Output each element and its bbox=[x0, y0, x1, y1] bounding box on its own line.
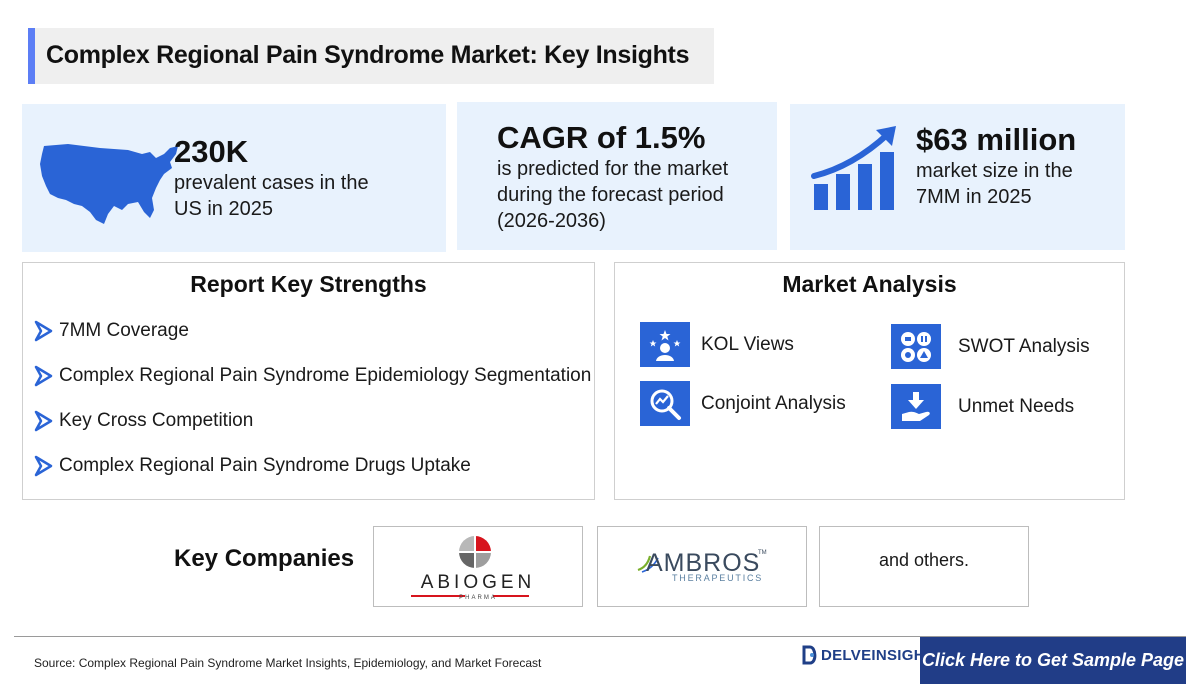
abiogen-subtitle: PHARMA bbox=[459, 595, 497, 601]
us-map-icon bbox=[40, 144, 178, 224]
market-analysis-item-kol: KOL Views bbox=[640, 322, 794, 367]
title-banner: Complex Regional Pain Syndrome Market: K… bbox=[28, 28, 714, 84]
footer-divider bbox=[14, 636, 1186, 637]
stat-desc-line2: 7MM in 2025 bbox=[916, 186, 1032, 208]
company-logo-ambros: AMBROS TM THERAPEUTICS bbox=[597, 526, 807, 607]
growth-chart-icon bbox=[811, 126, 896, 210]
stat-desc-line1: prevalent cases in the bbox=[174, 172, 369, 194]
market-analysis-label: SWOT Analysis bbox=[958, 335, 1090, 357]
stat-desc-line1: market size in the bbox=[916, 160, 1073, 182]
market-analysis-label: Conjoint Analysis bbox=[701, 392, 846, 414]
stat-value-prevalence: 230K bbox=[174, 134, 249, 169]
abiogen-wordmark: ABIOGEN bbox=[420, 572, 536, 593]
delveinsight-wordmark: DELVEINSIGHT bbox=[821, 646, 935, 664]
stat-card-market-size: $63 million market size in the 7MM in 20… bbox=[790, 104, 1125, 250]
stat-value-market-size: $63 million bbox=[916, 122, 1077, 157]
abiogen-underline bbox=[493, 595, 529, 597]
chevron-right-icon bbox=[34, 455, 53, 477]
source-note: Source: Complex Regional Pain Syndrome M… bbox=[34, 656, 542, 670]
market-analysis-item-swot: SWOT Analysis bbox=[891, 324, 1090, 369]
panel-title-market-analysis: Market Analysis bbox=[782, 271, 957, 297]
company-logo-abiogen: ABIOGEN PHARMA bbox=[373, 526, 583, 607]
stat-card-cagr: CAGR of 1.5% is predicted for the market… bbox=[457, 102, 777, 250]
ambros-trademark: TM bbox=[758, 550, 767, 556]
market-analysis-panel: Market Analysis KOL Views bbox=[614, 262, 1125, 500]
kol-views-icon bbox=[640, 322, 690, 367]
strength-label: Key Cross Competition bbox=[59, 410, 254, 431]
get-sample-page-button[interactable]: Click Here to Get Sample Page bbox=[920, 637, 1186, 684]
strength-label: Complex Regional Pain Syndrome Epidemiol… bbox=[59, 365, 592, 386]
other-companies-box: and others. bbox=[819, 526, 1029, 607]
title-accent-bar bbox=[28, 28, 35, 84]
strength-label: 7MM Coverage bbox=[59, 320, 189, 341]
ambros-wordmark: AMBROS bbox=[646, 549, 761, 577]
strength-item: Key Cross Competition bbox=[33, 407, 253, 435]
key-companies-label: Key Companies bbox=[174, 545, 355, 572]
market-analysis-item-unmet-needs: Unmet Needs bbox=[891, 384, 1074, 429]
page-title: Complex Regional Pain Syndrome Market: K… bbox=[46, 41, 690, 69]
strength-item: 7MM Coverage bbox=[33, 317, 189, 345]
strength-label: Complex Regional Pain Syndrome Drugs Upt… bbox=[59, 455, 471, 476]
abiogen-underline bbox=[411, 595, 465, 597]
stat-desc-line2: US in 2025 bbox=[174, 198, 273, 220]
ambros-swoosh-icon bbox=[637, 555, 659, 573]
market-analysis-label: KOL Views bbox=[701, 333, 794, 355]
report-key-strengths-panel: Report Key Strengths 7MM Coverage Comple… bbox=[22, 262, 595, 500]
chevron-right-icon bbox=[34, 320, 53, 342]
swot-icon bbox=[891, 324, 941, 369]
stat-desc-line2: during the forecast period bbox=[497, 184, 724, 206]
strength-item: Complex Regional Pain Syndrome Epidemiol… bbox=[33, 362, 591, 390]
ambros-subtitle: THERAPEUTICS bbox=[672, 573, 764, 583]
delveinsight-logo[interactable]: DELVEINSIGHT bbox=[802, 645, 934, 665]
stat-value-cagr: CAGR of 1.5% bbox=[497, 120, 706, 155]
chevron-right-icon bbox=[34, 365, 53, 387]
delveinsight-logo-mark bbox=[802, 645, 817, 665]
market-analysis-label: Unmet Needs bbox=[958, 395, 1075, 417]
unmet-needs-icon bbox=[891, 384, 941, 429]
stat-desc-line3: (2026-2036) bbox=[497, 210, 606, 232]
strength-item: Complex Regional Pain Syndrome Drugs Upt… bbox=[33, 452, 471, 480]
chevron-right-icon bbox=[34, 410, 53, 432]
panel-title-strengths: Report Key Strengths bbox=[190, 271, 427, 297]
market-analysis-item-conjoint: Conjoint Analysis bbox=[640, 381, 846, 426]
others-text: and others. bbox=[878, 550, 970, 570]
stat-card-prevalence: 230K prevalent cases in the US in 2025 bbox=[22, 104, 446, 252]
stat-desc-line1: is predicted for the market bbox=[497, 158, 729, 180]
conjoint-analysis-icon bbox=[640, 381, 690, 426]
abiogen-logo-mark bbox=[458, 535, 492, 569]
